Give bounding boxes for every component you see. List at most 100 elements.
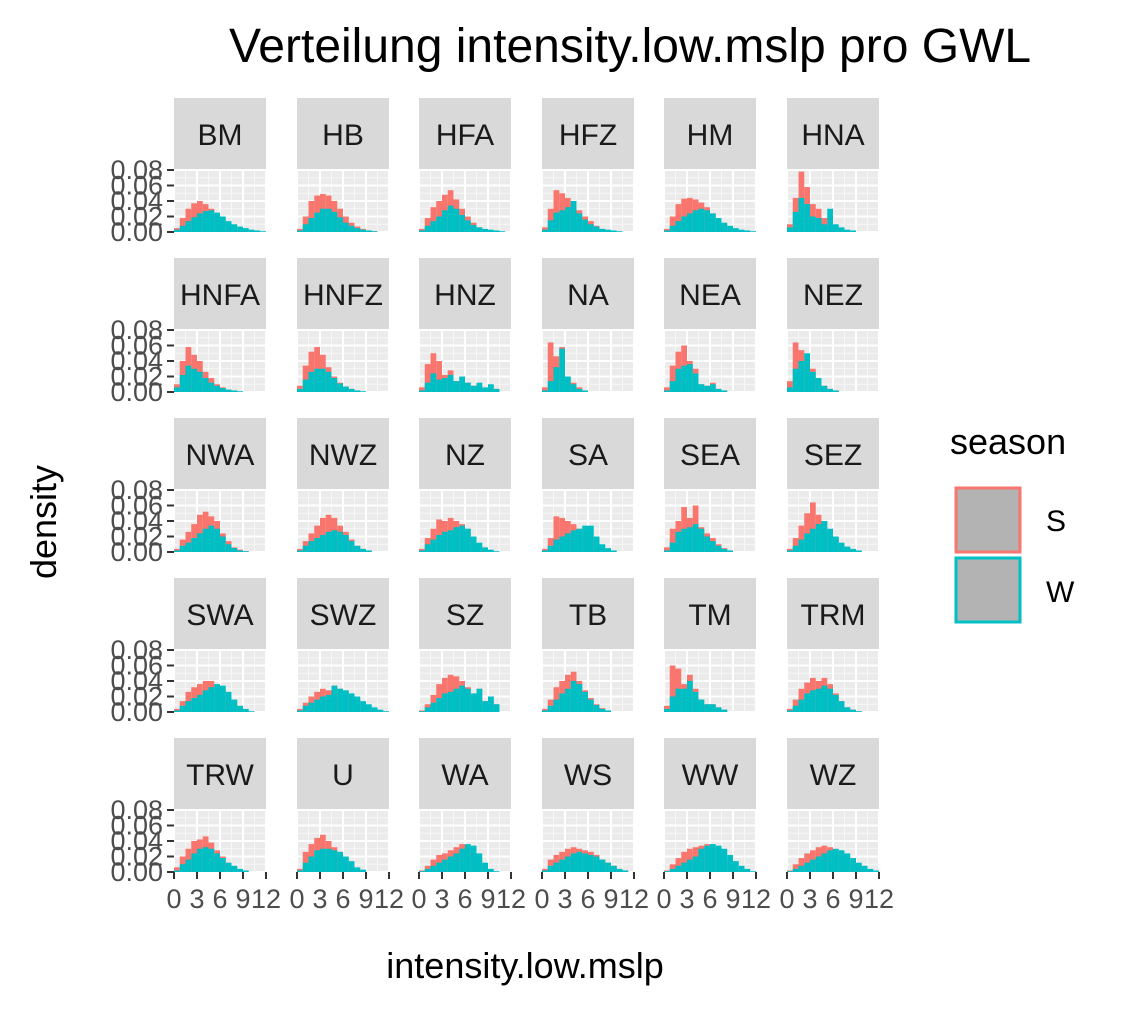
bar-w	[599, 708, 606, 712]
facet-trw: TRW 0.000.020.040.060.08 0 3 6 9 12	[110, 738, 281, 914]
bar-w	[588, 699, 594, 712]
bar-w	[588, 854, 594, 872]
facet-strip-label: U	[332, 759, 354, 792]
bar-w	[337, 531, 343, 552]
bar-w	[419, 390, 425, 392]
y-tick-label: 0.06	[110, 171, 163, 201]
bar-w	[476, 853, 483, 872]
bar-w	[377, 709, 384, 712]
bar-w	[214, 853, 220, 872]
bar-w	[248, 711, 255, 712]
y-tick-label: 0.00	[110, 697, 163, 727]
bar-w	[815, 524, 822, 552]
bar-w	[787, 871, 793, 872]
bar-w	[669, 696, 676, 712]
bar-w	[237, 550, 243, 552]
bar-w	[430, 373, 437, 392]
bar-w	[804, 533, 810, 552]
facet-hb: HB	[296, 98, 390, 233]
bar-s	[664, 387, 670, 392]
bar-w	[873, 870, 879, 872]
bar-w	[815, 378, 822, 392]
bar-w	[482, 701, 488, 712]
bar-w	[191, 853, 197, 872]
bar-w	[459, 376, 465, 392]
facet-strip-label: TB	[569, 599, 607, 632]
bar-s	[798, 525, 805, 552]
bar-w	[493, 388, 500, 392]
bar-w	[231, 699, 238, 712]
y-tick-label: 0.02	[110, 522, 163, 552]
facet-strip-label: TRW	[186, 759, 254, 792]
bar-w	[576, 528, 583, 552]
bar-w	[710, 213, 716, 232]
legend-key-w	[954, 556, 1022, 624]
bar-w	[447, 530, 454, 552]
bar-w	[320, 208, 326, 232]
bar-w	[331, 211, 338, 232]
bar-w	[179, 705, 186, 712]
facet-strip-label: SZ	[446, 599, 484, 632]
bar-s	[553, 516, 560, 552]
facet-ww: WW 0 3 6 9 12	[656, 738, 771, 914]
bar-w	[493, 871, 500, 872]
bar-w	[681, 216, 687, 232]
facet-strip-label: WZ	[810, 759, 857, 792]
bar-w	[698, 699, 705, 712]
bar-w	[542, 229, 548, 232]
bar-w	[844, 853, 851, 872]
x-tick-label: 6	[702, 884, 717, 914]
bar-s	[792, 864, 799, 872]
bar-w	[343, 222, 349, 232]
bar-w	[547, 865, 554, 872]
bar-w	[593, 705, 600, 712]
facet-strip-label: NWZ	[309, 439, 377, 472]
bar-s	[798, 858, 805, 872]
bar-w	[616, 868, 623, 872]
bar-w	[476, 227, 483, 232]
y-tick-label: 0.00	[110, 217, 163, 247]
bar-w	[465, 220, 471, 232]
bar-w	[419, 230, 425, 232]
bar-w	[325, 531, 332, 552]
y-tick-label: 0.06	[110, 331, 163, 361]
bar-w	[354, 696, 361, 712]
bar-w	[314, 538, 320, 552]
facet-strip-label: SEZ	[804, 439, 862, 472]
facet-strip-label: NEZ	[803, 279, 863, 312]
x-tick-label: 9	[235, 884, 250, 914]
bar-w	[792, 705, 799, 712]
bar-w	[565, 207, 571, 232]
bar-w	[442, 693, 448, 712]
bar-w	[314, 850, 320, 872]
bar-w	[710, 541, 716, 552]
bar-w	[185, 859, 192, 872]
bar-w	[792, 211, 799, 232]
facet-strip-label: SA	[568, 439, 608, 472]
bar-w	[465, 528, 471, 552]
facet-strip	[664, 258, 756, 330]
bar-w	[616, 231, 623, 232]
y-tick-label: 0.02	[110, 202, 163, 232]
bar-w	[360, 229, 366, 232]
bar-w	[570, 853, 577, 872]
x-tick-label: 12	[496, 884, 526, 914]
bar-w	[354, 867, 361, 872]
bar-w	[856, 862, 862, 872]
bar-w	[214, 385, 220, 392]
facet-strip	[174, 98, 266, 170]
bar-s	[553, 190, 560, 232]
bar-w	[599, 228, 606, 232]
bar-w	[687, 213, 693, 232]
facet-strip	[664, 738, 756, 810]
bar-w	[325, 371, 332, 392]
bar-w	[721, 848, 728, 872]
bar-w	[424, 868, 431, 872]
chart-title: Verteilung intensity.low.mslp pro GWL	[229, 20, 1031, 73]
bar-w	[599, 544, 606, 552]
bar-w	[459, 214, 465, 232]
bar-s	[185, 531, 192, 552]
bar-w	[197, 213, 203, 232]
bar-w	[308, 218, 315, 232]
